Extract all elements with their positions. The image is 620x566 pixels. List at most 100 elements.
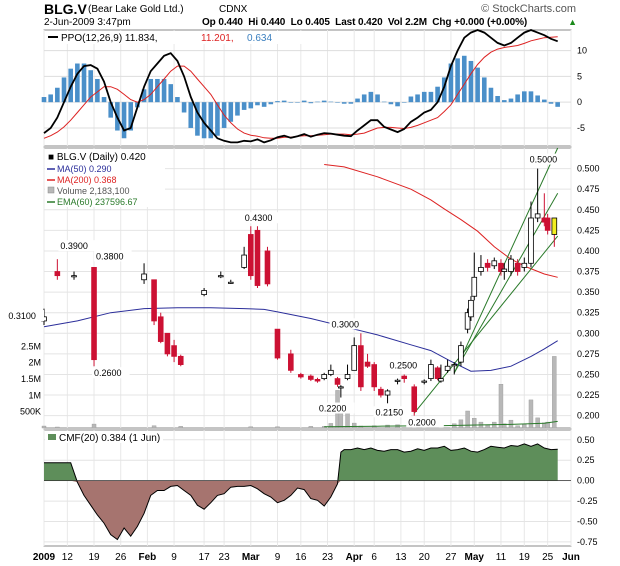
candle-body: [351, 345, 357, 371]
candle-body: [334, 378, 341, 385]
ppo-histogram-bar: [268, 102, 274, 105]
ppo-histogram-bar: [75, 63, 80, 103]
ppo-histogram-bar: [335, 102, 340, 103]
volume-bar: [492, 421, 497, 429]
price-tick-label: 0.350: [577, 287, 600, 297]
candle-body: [41, 316, 47, 322]
ppo-histogram-bar: [468, 60, 474, 103]
ppo-histogram-bar: [168, 84, 174, 103]
ppo-histogram-bar: [461, 55, 467, 103]
x-axis-label: 23: [322, 552, 334, 563]
ppo-tick-label: -5: [577, 123, 585, 133]
candle-body: [541, 217, 548, 223]
volume-bar: [178, 426, 183, 429]
ppo-tick-label: 10: [577, 46, 587, 56]
candle-body: [141, 273, 147, 281]
candle-body: [227, 281, 234, 284]
volume-bar: [275, 426, 280, 429]
ppo-histogram-bar: [135, 102, 140, 108]
volume-bar: [438, 424, 444, 429]
annotation-box: [329, 318, 368, 330]
volume-bar: [335, 390, 340, 429]
annotation-box: [242, 212, 281, 224]
volume-bar: [55, 426, 60, 429]
ppo-histogram-bar: [128, 102, 134, 131]
price-annotation: 0.4300: [245, 213, 273, 223]
volume-bar: [151, 425, 157, 429]
ppo-histogram-bar: [121, 102, 127, 139]
price-tick-label: 0.250: [577, 369, 600, 379]
candle-body: [458, 345, 464, 363]
annotation-box: [92, 367, 130, 379]
ppo-histogram-bar: [281, 100, 287, 103]
exchange: CDNX: [219, 4, 248, 15]
x-axis-label: 17: [199, 552, 211, 563]
ppo-histogram-bar: [415, 94, 420, 103]
candle-body: [551, 217, 558, 235]
ppo-histogram-bar: [48, 94, 53, 103]
ppo-histogram-bar: [228, 102, 234, 122]
candle-body: [421, 380, 428, 383]
candle-body: [484, 262, 491, 268]
cmf-panel: [43, 429, 572, 547]
ma200-line: [324, 164, 558, 278]
volume-bar: [528, 399, 534, 429]
price-legend-item: Volume 2,183,100: [57, 186, 130, 196]
ppo-histogram-bar: [328, 101, 334, 103]
candle-body: [451, 364, 458, 367]
annotation-box: [387, 359, 426, 371]
candle-body: [314, 379, 321, 382]
candle-body: [501, 268, 508, 272]
ppo-histogram-bar: [195, 102, 200, 136]
cmf-legend-swatch: [48, 434, 56, 440]
candle-body: [434, 367, 441, 379]
ppo-histogram-bar: [181, 102, 187, 113]
ppo-histogram-bar: [95, 78, 100, 103]
ppo-histogram-bar: [408, 96, 414, 103]
x-axis-label: 27: [445, 552, 457, 563]
candle-body: [338, 386, 344, 389]
cmf-line: [44, 443, 558, 541]
price-tick-label: 0.400: [577, 246, 600, 256]
price-tick-label: 0.300: [577, 328, 600, 338]
candle-body: [241, 254, 247, 268]
volume-bar: [542, 422, 547, 429]
ppo-histogram-bar: [448, 63, 454, 103]
x-axis-label: 19: [88, 552, 100, 563]
price-annotation: 0.2500: [390, 360, 418, 370]
ppo-histogram-bar: [68, 68, 73, 103]
x-axis-label: Feb: [139, 552, 157, 563]
ppo-histogram-bar: [115, 102, 120, 131]
ppo-histogram-bar: [61, 77, 67, 103]
candle-body: [478, 267, 484, 272]
x-axis-label: 19: [519, 552, 531, 563]
volume-bar: [345, 410, 350, 429]
candle-body: [438, 378, 444, 382]
ppo-line: [43, 29, 559, 144]
volume-bar: [328, 423, 334, 429]
price-annotation: 0.3900: [60, 241, 88, 251]
ppo-tick-label: 5: [577, 71, 582, 81]
ppo-histogram-bar: [528, 91, 534, 103]
ppo-histogram-bar: [435, 86, 440, 103]
price-annotation: 0.5000: [530, 155, 558, 165]
ppo-histogram-bar: [248, 102, 254, 109]
x-axis-label: 6: [371, 552, 377, 563]
candle-body: [201, 290, 207, 295]
candle-body: [508, 258, 514, 272]
price-annotation: 0.2000: [408, 418, 436, 428]
volume-bar: [502, 423, 507, 429]
candle-body: [401, 375, 408, 379]
x-axis-label: 12: [62, 552, 74, 563]
volume-bar: [522, 423, 527, 429]
candle-body: [177, 355, 184, 365]
ppo-histogram-bar: [161, 78, 167, 103]
legend-swatch: [47, 186, 55, 194]
x-axis-label: 9: [171, 552, 177, 563]
up-arrow-icon: ▲: [568, 17, 577, 27]
annotation-box: [6, 310, 44, 322]
volume-bar: [338, 406, 344, 429]
ppo-histogram-bar: [515, 94, 520, 103]
ppo-histogram-bar: [41, 97, 47, 103]
